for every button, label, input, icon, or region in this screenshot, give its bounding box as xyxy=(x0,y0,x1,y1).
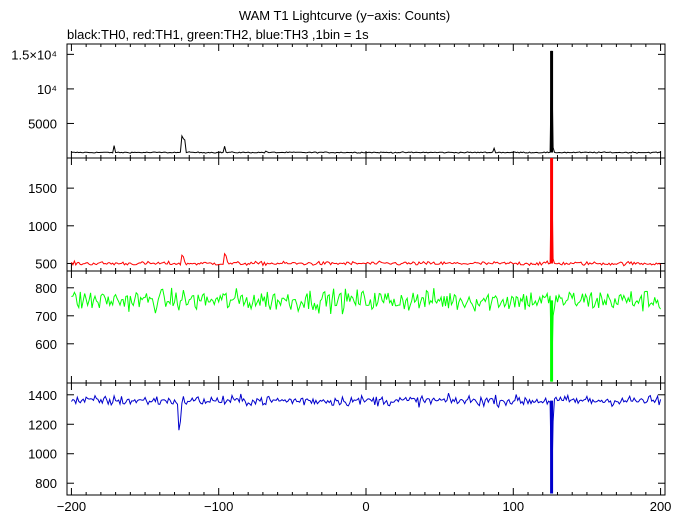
y-tick-label-TH2: 700 xyxy=(35,309,57,324)
series-line-TH1 xyxy=(70,157,661,267)
x-tick-label: 200 xyxy=(650,499,672,514)
x-tick-label: −100 xyxy=(204,499,233,514)
panel-frame-TH1 xyxy=(66,157,666,272)
y-tick-label-TH3: 1400 xyxy=(28,388,57,403)
y-tick-label-TH1: 500 xyxy=(35,256,57,271)
y-tick-label-TH1: 1000 xyxy=(28,219,57,234)
chart-subtitle: black:TH0, red:TH1, green:TH2, blue:TH3 … xyxy=(67,27,369,42)
series-line-TH0 xyxy=(71,50,661,154)
x-tick-label: 0 xyxy=(362,499,369,514)
panel-frame-TH3 xyxy=(66,382,666,496)
y-tick-label-TH0: 10⁴ xyxy=(37,82,57,97)
series-line-TH3 xyxy=(71,393,662,494)
series-line-TH2 xyxy=(71,287,662,382)
y-tick-label-TH2: 600 xyxy=(35,337,57,352)
panel-frame-TH0 xyxy=(66,43,666,159)
x-tick-label: 100 xyxy=(502,499,524,514)
y-tick-label-TH0: 1.5×10⁴ xyxy=(11,47,57,62)
chart-title: WAM T1 Lightcurve (y−axis: Counts) xyxy=(238,8,451,23)
y-tick-label-TH0: 5000 xyxy=(28,116,57,131)
x-tick-label: −200 xyxy=(57,499,86,514)
y-tick-label-TH3: 800 xyxy=(35,476,57,491)
panel-frame-TH2 xyxy=(66,270,666,384)
y-tick-label-TH3: 1000 xyxy=(28,447,57,462)
y-tick-label-TH3: 1200 xyxy=(28,417,57,432)
y-tick-label-TH2: 800 xyxy=(35,281,57,296)
y-tick-label-TH1: 1500 xyxy=(28,181,57,196)
